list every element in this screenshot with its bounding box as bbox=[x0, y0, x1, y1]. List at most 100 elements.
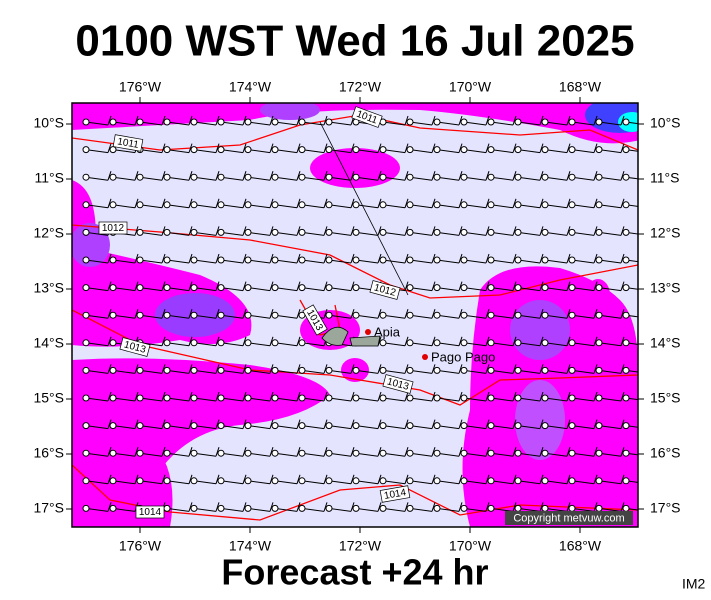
barb-shaft bbox=[247, 204, 271, 209]
barb-shaft bbox=[382, 369, 406, 374]
barb-flag bbox=[107, 474, 112, 484]
barb-shaft bbox=[571, 314, 595, 319]
barb-shaft bbox=[220, 452, 244, 457]
barb-flag bbox=[404, 474, 409, 484]
barb-station bbox=[217, 201, 225, 209]
barb-shaft bbox=[382, 342, 406, 347]
barb-station bbox=[433, 284, 441, 292]
barb-shaft bbox=[571, 259, 595, 264]
barb-station bbox=[271, 284, 279, 292]
barb-flag bbox=[134, 419, 139, 429]
barb-flag bbox=[242, 336, 247, 346]
barb-shaft bbox=[247, 425, 271, 430]
barb-flag bbox=[134, 171, 139, 181]
barb-flag bbox=[458, 419, 463, 429]
isobar-label-box bbox=[379, 485, 411, 503]
barb-shaft bbox=[517, 480, 541, 485]
barb-station bbox=[190, 173, 198, 181]
barb-station bbox=[595, 394, 603, 402]
barb-shaft bbox=[463, 452, 487, 457]
barb-flag bbox=[458, 474, 463, 484]
barb-station bbox=[298, 173, 306, 181]
barb-flag bbox=[323, 309, 328, 319]
barb-shaft bbox=[274, 397, 298, 402]
barb-shaft bbox=[220, 231, 244, 236]
barb-shaft bbox=[625, 314, 638, 318]
barb-station bbox=[244, 284, 252, 292]
barb-station bbox=[595, 366, 603, 374]
barb-shaft bbox=[382, 259, 406, 264]
barb-station bbox=[190, 284, 198, 292]
barb-shaft bbox=[112, 149, 136, 154]
barb-flag bbox=[566, 253, 571, 264]
barb-shaft bbox=[598, 452, 622, 457]
barb-flag bbox=[188, 115, 193, 126]
barb-station bbox=[406, 256, 414, 264]
barb-flag bbox=[242, 419, 247, 429]
barb-shaft bbox=[544, 397, 568, 402]
barb-station bbox=[568, 284, 576, 292]
barb-station bbox=[163, 339, 171, 347]
barb-flag bbox=[188, 502, 193, 512]
barb-flag bbox=[269, 115, 274, 126]
barb-shaft bbox=[598, 121, 622, 126]
barb-flag bbox=[296, 419, 301, 429]
barb-flag bbox=[296, 391, 301, 402]
barb-flag bbox=[593, 336, 598, 346]
barb-shaft bbox=[598, 425, 622, 430]
barb-station bbox=[136, 477, 144, 485]
barb-station bbox=[622, 284, 630, 292]
barb-shaft bbox=[625, 149, 638, 152]
isobar-label-box bbox=[302, 304, 328, 336]
barb-shaft bbox=[409, 369, 433, 374]
barb-shaft bbox=[436, 176, 460, 181]
barb-shaft bbox=[166, 480, 190, 485]
barb-flag bbox=[620, 419, 625, 429]
barb-station bbox=[298, 118, 306, 126]
barb-station bbox=[298, 504, 306, 512]
barb-shaft bbox=[544, 369, 568, 374]
barb-flag bbox=[593, 309, 598, 319]
barb-flag bbox=[350, 502, 355, 512]
barb-station bbox=[541, 118, 549, 126]
barb-station bbox=[352, 449, 360, 457]
barb-flag bbox=[512, 226, 517, 236]
lat-label: 17°S bbox=[33, 500, 64, 516]
barb-station bbox=[514, 366, 522, 374]
barb-shaft bbox=[598, 480, 622, 485]
barb-flag bbox=[188, 336, 193, 346]
barb-station bbox=[244, 118, 252, 126]
barb-flag bbox=[188, 226, 193, 236]
barb-flag bbox=[215, 143, 220, 153]
barb-flag bbox=[620, 391, 625, 402]
barb-shaft bbox=[247, 480, 271, 485]
barb-shaft bbox=[463, 369, 487, 374]
barb-shaft bbox=[544, 452, 568, 457]
barb-shaft bbox=[490, 259, 514, 264]
barb-shaft bbox=[355, 425, 379, 430]
barb-flag bbox=[566, 502, 571, 512]
barb-flag bbox=[377, 226, 382, 236]
barb-flag bbox=[620, 309, 625, 319]
barb-flag bbox=[215, 419, 220, 429]
barb-station bbox=[568, 146, 576, 154]
barb-flag bbox=[296, 364, 301, 374]
barb-shaft bbox=[328, 259, 352, 264]
barb-shaft bbox=[193, 176, 217, 181]
barb-flag bbox=[350, 281, 355, 291]
barb-flag bbox=[350, 474, 355, 484]
barb-shaft bbox=[301, 342, 325, 347]
barb-flag bbox=[593, 474, 598, 484]
barb-station bbox=[352, 201, 360, 209]
barb-flag bbox=[269, 253, 274, 264]
lat-label: 16°S bbox=[33, 445, 64, 461]
barb-shaft bbox=[571, 204, 595, 209]
barb-shaft bbox=[463, 204, 487, 209]
barb-flag bbox=[512, 115, 517, 126]
barb-station bbox=[352, 366, 360, 374]
barb-flag bbox=[485, 391, 490, 402]
barb-flag bbox=[107, 309, 112, 319]
barb-shaft bbox=[193, 314, 217, 319]
barb-shaft bbox=[382, 121, 406, 126]
barb-station bbox=[352, 173, 360, 181]
